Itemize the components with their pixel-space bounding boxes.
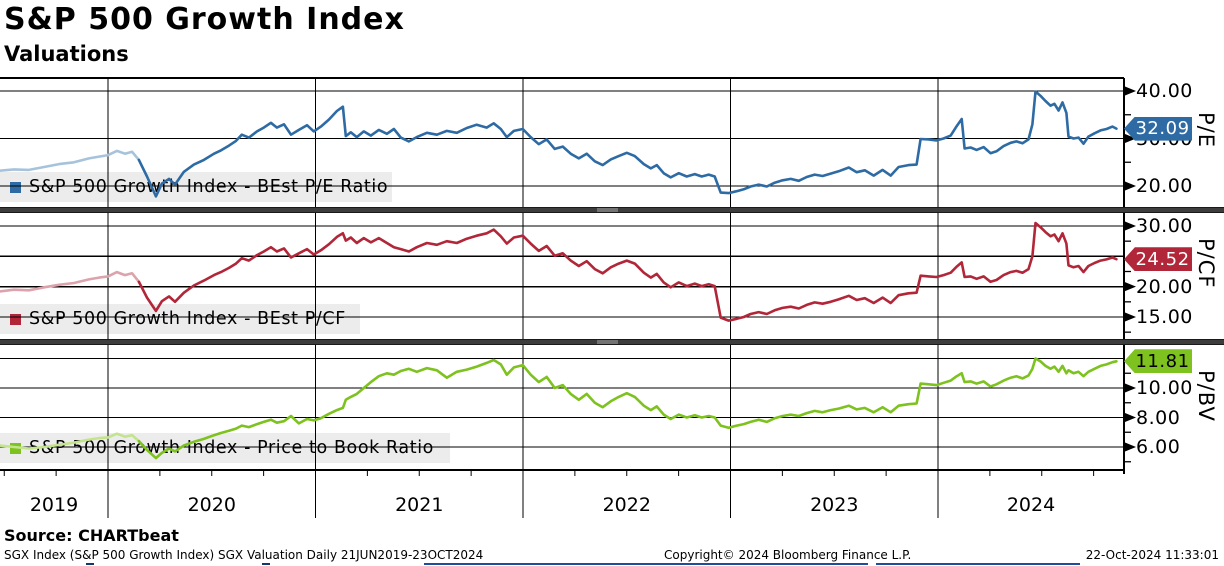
legend-pbv[interactable]: S&P 500 Growth Index - Price to Book Rat… xyxy=(0,433,450,463)
ytick-label-pcf-15: 15.00 xyxy=(1136,306,1193,328)
axis-title-pcf: P/CF xyxy=(1194,238,1218,289)
security-description: SGX Index (S&P 500 Growth Index) SGX Val… xyxy=(4,548,484,562)
tick-arrow-icon xyxy=(1125,221,1136,231)
xtick-label-2020: 2020 xyxy=(187,494,236,516)
bottom-accent-bar xyxy=(424,563,868,565)
tick-arrow-icon xyxy=(1125,442,1136,452)
panel-separator-edge xyxy=(0,212,1224,213)
ytick-label-pbv-10: 10.00 xyxy=(1136,377,1193,399)
legend-label-pbv: S&P 500 Growth Index - Price to Book Rat… xyxy=(29,438,434,458)
last-value-badge-pcf: 24.52 xyxy=(1124,247,1192,272)
series-pe-early xyxy=(0,149,141,173)
ytick-label-pe-20: 20.00 xyxy=(1136,175,1193,197)
tick-arrow-icon xyxy=(1125,181,1136,191)
ytick-label-pcf-20: 20.00 xyxy=(1136,275,1193,298)
legend-label-pe: S&P 500 Growth Index - BEst P/E Ratio xyxy=(29,177,389,197)
xtick-label-2023: 2023 xyxy=(810,494,859,516)
page-title: S&P 500 Growth Index xyxy=(4,2,405,37)
last-value-badge-pbv: 11.81 xyxy=(1124,349,1192,374)
tick-arrow-icon xyxy=(1125,312,1136,322)
legend-label-pcf: S&P 500 Growth Index - BEst P/CF xyxy=(29,309,346,329)
legend-swatch-pe-icon xyxy=(10,181,21,193)
bottom-accent-bar xyxy=(876,563,1080,565)
bottom-accent-bar xyxy=(86,563,94,565)
tick-arrow-icon xyxy=(1125,86,1136,96)
axis-title-pe: P/E xyxy=(1194,111,1218,148)
source-label: Source: CHARTbeat xyxy=(4,526,179,545)
ytick-label-pbv-6: 6.00 xyxy=(1136,436,1181,458)
ytick-label-pbv-8: 8.00 xyxy=(1136,406,1181,429)
xtick-label-2024: 2024 xyxy=(1006,494,1056,516)
last-value-badge-pe: 32.09 xyxy=(1124,116,1192,141)
xtick-label-2019: 2019 xyxy=(29,494,79,516)
tick-arrow-icon xyxy=(1125,282,1136,292)
tick-arrow-icon xyxy=(1125,413,1136,422)
copyright-text: Copyright© 2024 Bloomberg Finance L.P. xyxy=(664,548,912,562)
legend-swatch-pbv-icon xyxy=(10,442,21,454)
series-pcf-early xyxy=(0,270,141,293)
ytick-label-pe-40: 40.00 xyxy=(1136,80,1193,102)
panel-separator-edge xyxy=(0,339,1224,340)
ytick-label-pcf-30: 30.00 xyxy=(1136,215,1193,237)
panel-separator-edge xyxy=(0,207,1224,208)
xtick-label-2021: 2021 xyxy=(395,494,444,516)
legend-swatch-pcf-icon xyxy=(10,313,21,325)
page-subtitle: Valuations xyxy=(4,42,129,66)
panel-separator-edge xyxy=(0,344,1224,345)
axis-title-pbv: P/BV xyxy=(1194,369,1218,422)
bottom-accent-bar xyxy=(262,563,270,565)
xtick-label-2022: 2022 xyxy=(602,494,651,516)
legend-pcf[interactable]: S&P 500 Growth Index - BEst P/CF xyxy=(0,304,360,334)
tick-arrow-icon xyxy=(1125,383,1136,393)
legend-pe[interactable]: S&P 500 Growth Index - BEst P/E Ratio xyxy=(0,172,392,202)
panel-separator[interactable] xyxy=(0,207,1224,213)
timestamp: 22-Oct-2024 11:33:01 xyxy=(1085,548,1219,562)
panel-separator[interactable] xyxy=(0,339,1224,345)
